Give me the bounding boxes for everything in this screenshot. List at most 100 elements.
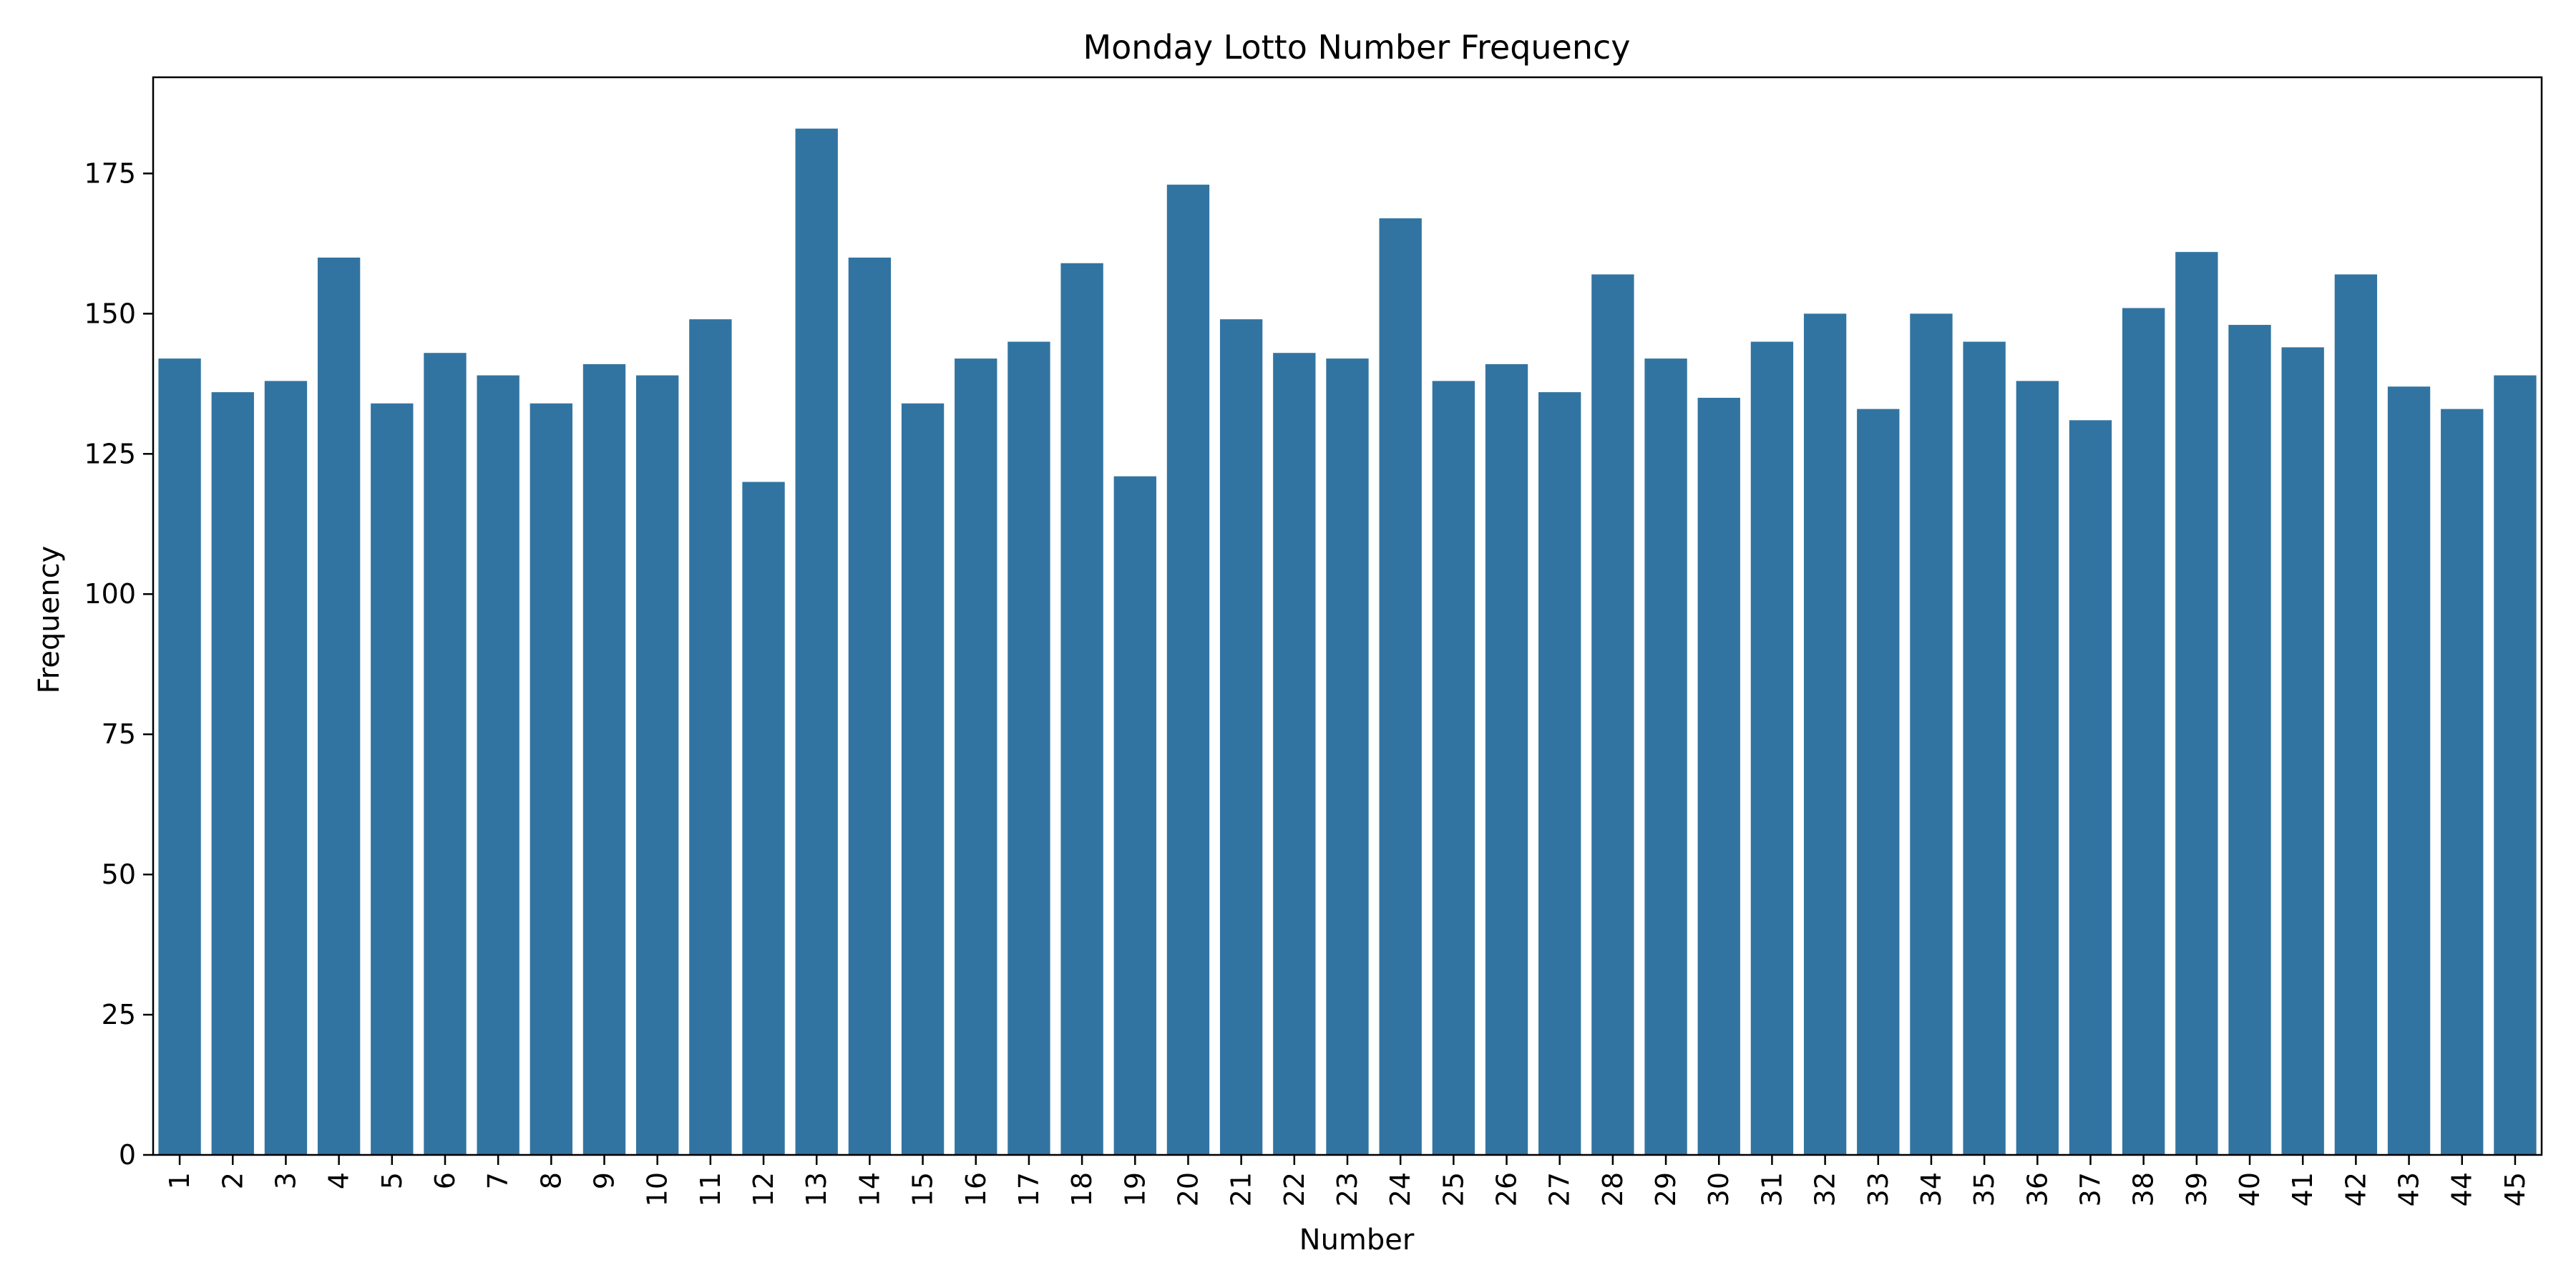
x-tick-label: 2	[217, 1172, 248, 1189]
x-tick-label: 34	[1916, 1172, 1947, 1206]
x-tick-label: 31	[1756, 1172, 1787, 1206]
bar-24	[1379, 218, 1422, 1155]
bar-45	[2494, 375, 2537, 1156]
x-tick-label: 16	[960, 1172, 992, 1206]
x-tick-label: 17	[1013, 1172, 1045, 1206]
bar-43	[2387, 386, 2431, 1155]
x-axis-ticks: 1 2 3 4 5 6 7 8 9 10 11 12 13 14 15 16 17 18 19 20 21 22 23 24 2…	[164, 1155, 2531, 1206]
y-tick-label: 150	[84, 298, 136, 329]
x-tick-label: 3	[270, 1172, 301, 1189]
bar-34	[1910, 313, 1953, 1155]
plot-frame	[152, 76, 2543, 1156]
y-tick-label: 75	[102, 718, 136, 750]
x-tick-label: 26	[1491, 1172, 1523, 1206]
y-axis-label: Frequency	[33, 546, 66, 694]
bar-8	[530, 403, 573, 1155]
x-tick-label: 6	[429, 1172, 461, 1189]
y-tick-label: 50	[102, 859, 136, 890]
x-tick-label: 4	[323, 1172, 355, 1189]
bar-9	[582, 364, 626, 1155]
bar-38	[2122, 308, 2165, 1156]
bar-23	[1326, 358, 1369, 1155]
bar-13	[795, 128, 838, 1156]
y-tick-label: 25	[102, 999, 136, 1030]
x-tick-label: 41	[2287, 1172, 2318, 1206]
bar-44	[2441, 409, 2484, 1155]
x-tick-label: 10	[642, 1172, 673, 1206]
bar-17	[1008, 341, 1050, 1156]
x-tick-label: 38	[2128, 1172, 2160, 1206]
bar-37	[2069, 420, 2112, 1155]
y-tick-label: 175	[84, 157, 136, 189]
x-tick-label: 5	[376, 1172, 408, 1189]
x-tick-label: 8	[535, 1172, 567, 1189]
x-axis-label: Number	[1299, 1224, 1415, 1257]
x-tick-label: 33	[1863, 1172, 1894, 1206]
x-tick-label: 27	[1544, 1172, 1576, 1206]
x-tick-label: 30	[1703, 1172, 1735, 1206]
bar-22	[1273, 353, 1316, 1155]
bar-42	[2334, 274, 2378, 1156]
x-tick-label: 23	[1332, 1172, 1363, 1206]
x-tick-label: 12	[748, 1172, 779, 1206]
bar-20	[1166, 185, 1210, 1155]
x-tick-label: 11	[695, 1172, 726, 1206]
bar-1	[158, 358, 201, 1155]
x-tick-label: 32	[1810, 1172, 1841, 1206]
bar-7	[477, 375, 519, 1156]
bar-4	[317, 257, 361, 1155]
bar-21	[1219, 319, 1263, 1155]
chart-title: Monday Lotto Number Frequency	[1083, 28, 1630, 67]
x-tick-label: 35	[1968, 1172, 2000, 1206]
x-tick-label: 19	[1119, 1172, 1151, 1206]
x-tick-label: 20	[1172, 1172, 1204, 1206]
x-tick-label: 40	[2234, 1172, 2265, 1206]
bar-35	[1963, 341, 2006, 1156]
bar-12	[742, 482, 785, 1155]
bar-11	[689, 319, 732, 1155]
bar-5	[371, 403, 414, 1155]
x-tick-label: 42	[2340, 1172, 2371, 1206]
bar-30	[1697, 397, 1740, 1155]
bar-28	[1591, 274, 1634, 1156]
bar-29	[1644, 358, 1687, 1155]
x-tick-label: 39	[2181, 1172, 2212, 1206]
bar-31	[1750, 341, 1794, 1156]
bar-18	[1060, 263, 1103, 1155]
x-tick-label: 37	[2074, 1172, 2106, 1206]
x-tick-label: 9	[589, 1172, 620, 1189]
bars-group	[158, 128, 2537, 1156]
bar-32	[1803, 313, 1847, 1155]
bar-33	[1857, 409, 1900, 1155]
bar-19	[1113, 476, 1156, 1155]
bar-41	[2281, 347, 2324, 1156]
bar-6	[424, 353, 467, 1155]
x-tick-label: 18	[1066, 1172, 1098, 1206]
y-tick-label: 0	[119, 1139, 136, 1171]
bar-14	[848, 257, 892, 1155]
bar-2	[211, 392, 254, 1155]
bar-39	[2175, 252, 2218, 1155]
x-tick-label: 36	[2021, 1172, 2053, 1206]
y-tick-label: 125	[84, 438, 136, 469]
x-tick-label: 44	[2446, 1172, 2478, 1206]
x-tick-label: 25	[1438, 1172, 1469, 1206]
x-tick-label: 15	[907, 1172, 939, 1206]
bar-40	[2228, 325, 2271, 1155]
bar-26	[1485, 364, 1528, 1155]
bar-15	[901, 403, 945, 1155]
x-tick-label: 1	[164, 1172, 195, 1189]
x-tick-label: 45	[2499, 1172, 2531, 1206]
x-tick-label: 24	[1385, 1172, 1416, 1206]
bar-10	[636, 375, 679, 1156]
bar-25	[1432, 381, 1475, 1155]
bar-27	[1538, 392, 1581, 1155]
x-tick-label: 13	[801, 1172, 832, 1206]
bar-16	[955, 358, 997, 1155]
x-tick-label: 14	[854, 1172, 885, 1206]
bar-3	[264, 381, 308, 1155]
x-tick-label: 28	[1597, 1172, 1629, 1206]
x-tick-label: 22	[1279, 1172, 1310, 1206]
x-tick-label: 29	[1650, 1172, 1682, 1206]
